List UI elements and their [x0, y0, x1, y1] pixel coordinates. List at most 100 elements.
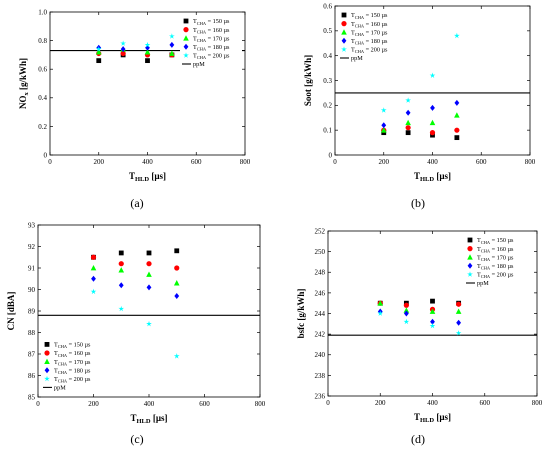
legend-marker — [341, 37, 347, 44]
data-point — [118, 250, 124, 256]
data-point — [429, 119, 436, 126]
data-point — [90, 288, 97, 295]
series-3 — [90, 265, 180, 286]
y-tick-label: 248 — [315, 269, 326, 277]
data-point — [146, 250, 152, 256]
data-point — [173, 353, 180, 359]
legend-marker — [467, 237, 473, 243]
series-2 — [96, 50, 175, 58]
data-point — [120, 46, 126, 53]
data-point — [403, 302, 409, 308]
legend-marker — [467, 254, 473, 260]
x-tick-label: 400 — [427, 158, 438, 166]
data-point — [456, 301, 462, 307]
x-tick-label: 0 — [48, 158, 52, 166]
legend-box — [338, 9, 404, 65]
data-point — [377, 300, 384, 306]
data-point — [120, 40, 126, 46]
legend-marker — [341, 29, 347, 35]
legend-box — [41, 338, 113, 394]
y-tick-label: 92 — [28, 243, 36, 251]
data-point — [455, 330, 462, 336]
legend-marker — [44, 358, 50, 364]
data-point — [429, 72, 436, 78]
legend-marker — [341, 46, 347, 52]
series-2 — [90, 254, 180, 271]
x-tick-label: 600 — [476, 158, 487, 166]
data-point — [405, 130, 411, 136]
x-tick-label: 400 — [144, 400, 155, 408]
legend-entry: TCHA = 180 µs — [351, 38, 388, 46]
series-1 — [377, 298, 462, 306]
legend-marker — [467, 262, 473, 269]
data-point — [146, 320, 152, 327]
x-tick-label: 200 — [94, 158, 105, 166]
y-tick-label: 90 — [28, 286, 36, 294]
data-point — [95, 49, 102, 55]
y-axis-label: Soot [g/kWh] — [303, 55, 313, 106]
x-tick-label: 800 — [240, 158, 251, 166]
legend-marker — [341, 21, 347, 27]
series-1 — [96, 52, 175, 64]
data-point — [380, 127, 387, 133]
x-tick-label: 400 — [427, 399, 438, 407]
data-point — [429, 308, 436, 314]
data-point — [173, 280, 180, 286]
x-tick-label: 800 — [525, 158, 536, 166]
data-point — [174, 248, 180, 254]
legend-marker — [44, 367, 50, 374]
x-tick-label: 0 — [36, 400, 40, 408]
data-point — [430, 318, 435, 325]
y-tick-label: 0.1 — [323, 127, 332, 135]
x-tick-label: 400 — [142, 158, 153, 166]
y-tick-label: 238 — [315, 372, 326, 380]
y-tick-label: 85 — [28, 393, 36, 401]
series-4 — [377, 308, 462, 326]
legend-marker — [183, 27, 189, 33]
y-tick-label: 0.4 — [323, 52, 332, 60]
data-point — [454, 127, 460, 133]
legend-entry: TCHA = 160 µs — [193, 27, 230, 35]
legend-marker — [183, 43, 189, 50]
data-point — [146, 271, 152, 277]
legend-entry: ppM — [477, 280, 489, 287]
legend-marker — [44, 375, 50, 382]
series-4 — [381, 99, 460, 129]
series-1 — [381, 130, 460, 141]
data-point — [430, 298, 435, 304]
data-point — [144, 41, 151, 48]
y-tick-label: 89 — [28, 307, 36, 315]
data-point — [405, 125, 411, 131]
x-tick-label: 800 — [255, 400, 266, 408]
series-5 — [95, 33, 175, 52]
legend-entry: TCHA = 160 µs — [351, 21, 388, 29]
data-point — [146, 261, 152, 267]
series-2 — [381, 125, 460, 136]
x-axis-label: THLD [µs] — [130, 413, 167, 425]
legend-marker — [183, 35, 189, 41]
legend-marker — [44, 350, 50, 356]
x-tick-label: 600 — [480, 399, 491, 407]
data-point — [405, 97, 411, 103]
legend-entry: TCHA = 180 µs — [477, 263, 514, 271]
data-point — [174, 265, 180, 271]
legend-entry: TCHA = 150 µs — [351, 12, 388, 20]
legend-marker — [467, 271, 473, 277]
legend-entry: TCHA = 150 µs — [193, 18, 230, 26]
data-point — [120, 50, 126, 57]
y-tick-label: 93 — [28, 221, 36, 229]
data-point — [145, 58, 150, 64]
y-tick-label: 250 — [315, 248, 326, 256]
y-tick-label: 0.4 — [38, 94, 47, 102]
legend-marker — [44, 342, 50, 347]
y-tick-label: 1.0 — [38, 8, 47, 16]
y-tick-label: 236 — [315, 392, 326, 400]
subfigure-caption: (d) — [411, 432, 425, 446]
data-point — [429, 322, 436, 329]
legend-marker — [183, 18, 189, 24]
y-tick-label: 0 — [44, 151, 48, 159]
y-axis-label: bsfc [g/kWh] — [296, 289, 306, 339]
y-tick-label: 246 — [315, 289, 326, 297]
x-tick-label: 200 — [88, 400, 99, 408]
